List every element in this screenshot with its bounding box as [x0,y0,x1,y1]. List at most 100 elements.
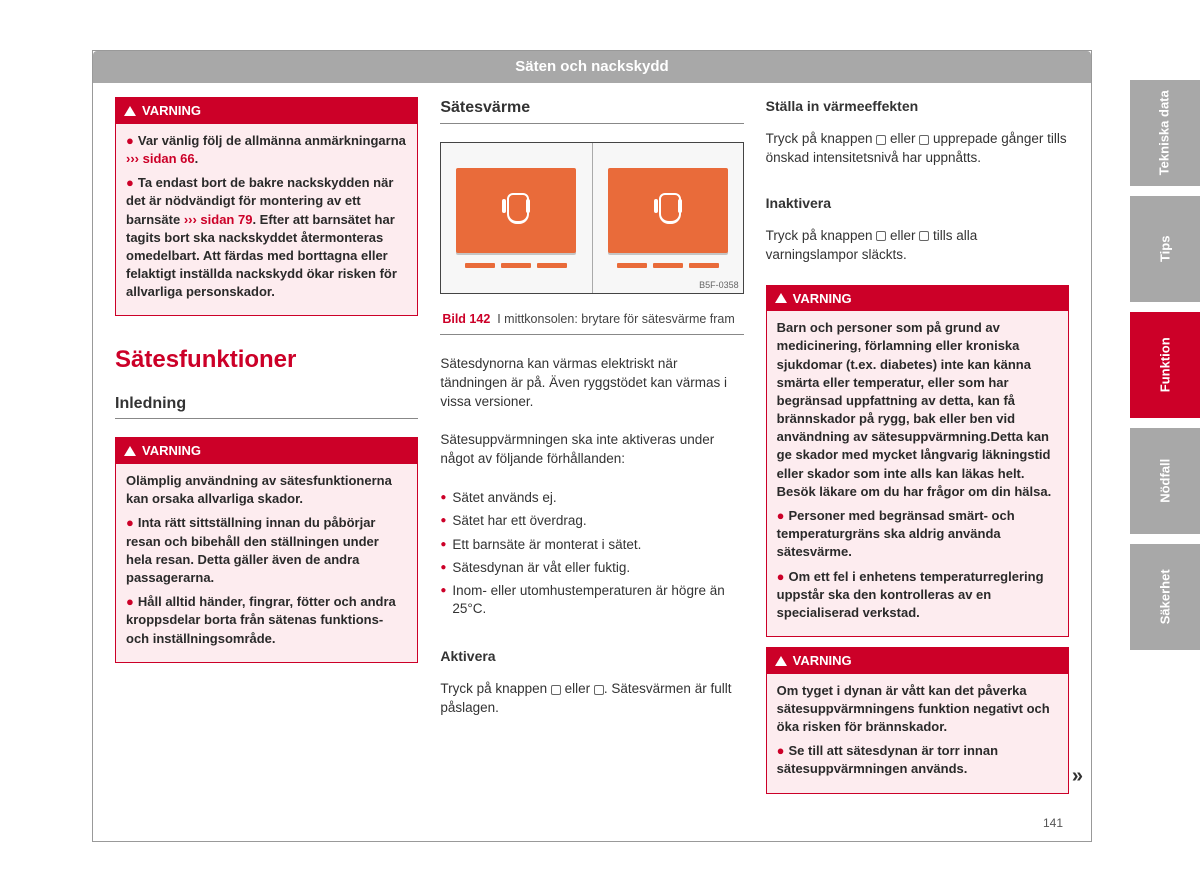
text: Tryck på knappen [766,131,877,146]
warning-body: Olämplig användning av sätesfunktionerna… [116,464,417,662]
warning-box-1: VARNING ● Var vänlig följ de allmänna anm… [115,97,418,316]
warning-label: VARNING [142,442,201,460]
tab-tips[interactable]: Tips [1130,196,1200,302]
manual-page: Säten och nackskydd VARNING ● Var vänlig … [92,50,1092,842]
link-symbol: ››› [184,212,197,227]
tab-tekniska-data[interactable]: Tekniska data [1130,80,1200,186]
text: eller [561,681,594,696]
bullet-icon: ● [777,508,785,523]
bullet-icon: ● [777,743,785,758]
list-item: Sätesdynan är våt eller fuktig. [440,559,743,577]
tab-sakerhet[interactable]: Säkerhet [1130,544,1200,650]
figure-code: B5F-0358 [699,279,739,291]
led-row [465,263,567,268]
bullet-icon: ● [777,569,785,584]
tab-label: Tekniska data [1156,90,1174,175]
warning-header: VARNING [116,438,417,464]
list-item: Ett barnsäte är monterat i sätet. [440,536,743,554]
paragraph-set: Tryck på knappen eller upprepade gånger … [766,130,1069,168]
page-link[interactable]: sidan 79 [197,212,253,227]
warn2-p1: Olämplig användning av sätesfunktionerna… [126,472,407,508]
seat-heater-right-pane [593,143,743,293]
sub-heading-inledning: Inledning [115,393,418,420]
bullet-icon: ● [126,515,134,530]
text: Tryck på knappen [440,681,551,696]
condition-list: Sätet används ej. Sätet har ett överdrag… [440,489,743,623]
content-columns: VARNING ● Var vänlig följ de allmänna anm… [93,97,1091,793]
warn2-p3: Håll alltid händer, fingrar, fötter och … [126,594,396,645]
continue-icon: » [1072,763,1083,790]
warn1-line1-post: . [195,151,199,166]
heading-aktivera: Aktivera [440,647,743,666]
tab-funktion[interactable]: Funktion [1130,312,1200,418]
warning-label: VARNING [793,290,852,308]
seat-heater-button-right [608,168,728,253]
page-number: 141 [1043,815,1063,831]
seat-heater-button-left [456,168,576,253]
warning-box-4: VARNING Om tyget i dynan är vått kan det… [766,647,1069,793]
warn2-p2: Inta rätt sittställning innan du påbörja… [126,515,379,585]
warning-triangle-icon [124,446,136,456]
warning-body: Barn och personer som på grund av medici… [767,311,1068,636]
list-item: Inom- eller utomhustemperaturen är högre… [440,582,743,618]
tab-label: Säkerhet [1156,570,1174,625]
figure-image [441,143,742,293]
column-left: VARNING ● Var vänlig följ de allmänna anm… [115,97,418,793]
seat-heat-icon [651,193,685,227]
warning-body: Om tyget i dynan är vått kan det påverka… [767,674,1068,793]
paragraph: Sätesdynorna kan värmas elektriskt när t… [440,355,743,412]
page-link[interactable]: sidan 66 [139,151,195,166]
figure-number: Bild 142 [442,312,490,326]
seat-heat-right-icon [919,135,929,145]
bullet-icon: ● [126,175,134,190]
sub-heading-satesvarme: Sätesvärme [440,97,743,124]
figure-142: B5F-0358 [440,142,743,294]
seat-heat-icon [499,193,533,227]
column-right: Ställa in värmeeffekten Tryck på knappen… [766,97,1069,793]
text: eller [886,228,919,243]
seat-heat-left-icon [876,231,886,241]
warn1-line1-pre: Var vänlig följ de allmänna anmärkningar… [138,133,406,148]
list-item: Sätet har ett överdrag. [440,512,743,530]
warning-body: ● Var vänlig följ de allmänna anmärkninga… [116,124,417,316]
paragraph-inact: Tryck på knappen eller tills alla varnin… [766,227,1069,265]
bullet-icon: ● [126,594,134,609]
tab-label: Nödfall [1156,459,1174,503]
warn3-p2: Personer med begränsad smärt- och temper… [777,508,1015,559]
warning-header: VARNING [767,648,1068,674]
heading-inaktivera: Inaktivera [766,194,1069,213]
side-tabs: Tekniska data Tips Funktion Nödfall Säke… [1130,80,1200,650]
seat-heat-left-icon [551,685,561,695]
tab-label: Tips [1156,236,1174,263]
paragraph-aktivera: Tryck på knappen eller . Sätesvärmen är … [440,680,743,718]
paragraph: Sätesuppvärmningen ska inte aktiveras un… [440,431,743,469]
link-symbol: ››› [126,151,139,166]
warning-box-3: VARNING Barn och personer som på grund a… [766,285,1069,638]
warning-triangle-icon [775,293,787,303]
warning-box-2: VARNING Olämplig användning av sätesfunk… [115,437,418,662]
column-middle: Sätesvärme B5F-0358 Bild 142 I mittkonso… [440,97,743,793]
warn4-p1: Om tyget i dynan är vått kan det påverka… [777,682,1058,737]
tab-label: Funktion [1156,338,1174,393]
warning-header: VARNING [116,98,417,124]
warning-triangle-icon [124,106,136,116]
warning-label: VARNING [142,102,201,120]
figure-caption: Bild 142 I mittkonsolen: brytare för sät… [440,308,743,335]
seat-heat-right-icon [594,685,604,695]
tab-nodfall[interactable]: Nödfall [1130,428,1200,534]
seat-heat-right-icon [919,231,929,241]
warn3-p1: Barn och personer som på grund av medici… [777,319,1058,501]
figure-caption-text: I mittkonsolen: brytare för sätesvärme f… [497,312,735,326]
text: Tryck på knappen [766,228,877,243]
led-row [617,263,719,268]
warn4-p2: Se till att sätesdynan är torr innan sät… [777,743,998,776]
bullet-icon: ● [126,133,134,148]
heading-stalla-in: Ställa in värmeeffekten [766,97,1069,116]
warning-header: VARNING [767,286,1068,312]
seat-heater-left-pane [441,143,592,293]
warn3-p3: Om ett fel i enhetens temperaturreglerin… [777,569,1044,620]
page-header: Säten och nackskydd [93,51,1091,83]
seat-heat-left-icon [876,135,886,145]
warning-label: VARNING [793,652,852,670]
list-item: Sätet används ej. [440,489,743,507]
